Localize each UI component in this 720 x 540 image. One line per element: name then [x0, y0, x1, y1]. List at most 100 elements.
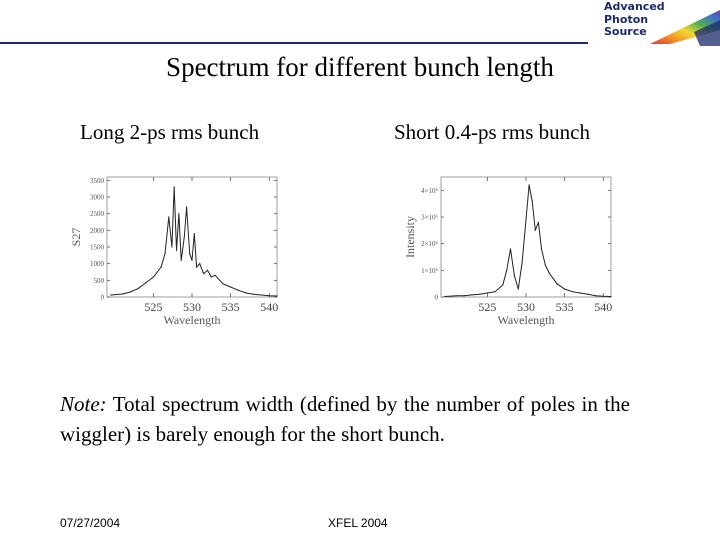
data-point — [185, 206, 188, 208]
data-point — [455, 295, 458, 297]
data-point — [202, 273, 205, 275]
data-point — [506, 269, 508, 271]
header-rule — [0, 42, 588, 44]
data-point — [160, 266, 162, 268]
data-point — [602, 295, 604, 297]
data-point — [164, 253, 166, 255]
y-tick-label: 1000 — [90, 260, 105, 268]
data-point — [544, 264, 546, 266]
slide-title: Spectrum for different bunch length — [166, 52, 554, 82]
y-tick-label: 3×10⁶ — [421, 214, 438, 222]
y-tick-label: 2500 — [90, 210, 105, 218]
plot-frame — [106, 176, 278, 298]
data-point — [110, 294, 112, 296]
logo-line-source: Source — [604, 25, 647, 38]
y-tick-label: 4×10⁶ — [421, 187, 438, 195]
data-point — [556, 283, 558, 285]
x-tick-label: 525 — [478, 300, 496, 314]
data-point — [471, 294, 473, 296]
data-point — [180, 259, 182, 261]
data-point — [610, 295, 612, 298]
data-point — [552, 277, 554, 279]
data-point — [199, 263, 201, 265]
data-point — [525, 219, 527, 221]
x-tick-label: 540 — [260, 300, 278, 314]
data-point — [193, 233, 195, 235]
data-point — [189, 253, 191, 255]
logo-line-advanced: Advanced — [604, 0, 665, 13]
data-point — [121, 293, 124, 295]
data-point — [594, 295, 597, 297]
y-tick-label: 0 — [101, 294, 105, 302]
data-point — [531, 200, 533, 202]
data-point — [509, 248, 512, 250]
x-axis-label: Wavelength — [497, 313, 554, 327]
x-tick-label: 530 — [183, 300, 201, 314]
subtitle-long-bunch: Long 2-ps rms bunch — [80, 120, 260, 144]
data-point — [571, 291, 573, 293]
y-tick-label: 3500 — [90, 177, 105, 185]
y-tick-label: 1×10⁶ — [421, 267, 438, 275]
data-point — [486, 292, 488, 294]
data-point — [152, 276, 154, 278]
data-point — [237, 289, 239, 291]
data-point — [253, 293, 255, 295]
plot-frame — [440, 176, 612, 298]
y-tick-label: 2000 — [90, 227, 105, 235]
data-point — [168, 216, 170, 218]
data-point — [222, 283, 224, 285]
y-tick-label: 0 — [435, 294, 439, 302]
data-point — [534, 229, 536, 231]
data-point — [564, 288, 566, 290]
x-tick-label: 540 — [594, 300, 612, 314]
y-tick-label: 1500 — [90, 244, 105, 252]
rainbow-swoosh-icon — [650, 10, 720, 46]
data-point — [260, 294, 263, 296]
data-point — [175, 249, 178, 251]
data-point — [463, 295, 465, 297]
data-point — [268, 295, 270, 297]
data-point — [276, 295, 278, 297]
short-bunch-spectrum-svg: 525 530 535 540 0 1×10⁶ 2×10⁶ 3×10⁶ 4×10⁶ Wavelen… — [403, 176, 612, 327]
y-axis-label: S27 — [69, 228, 83, 247]
data-point — [444, 295, 446, 298]
note-text: Total spectrum width (defined by the num… — [60, 392, 630, 446]
data-point — [245, 292, 247, 294]
data-point — [171, 246, 173, 248]
x-tick-label: 525 — [144, 300, 162, 314]
logo-line-photon: Photon — [604, 12, 649, 26]
long-bunch-spectrum-svg: 525 530 535 540 0 500 1000 1500 2000 2500 3000 3500… — [69, 176, 278, 327]
x-tick-label: 530 — [517, 300, 535, 314]
data-point — [494, 291, 496, 293]
data-point — [537, 221, 539, 223]
x-tick-label: 535 — [556, 300, 574, 314]
data-point — [230, 286, 232, 288]
data-point — [479, 293, 481, 295]
data-point — [145, 282, 147, 284]
data-point — [502, 284, 504, 286]
data-point — [210, 276, 212, 278]
note-lead: Note: — [60, 392, 107, 416]
data-point — [173, 186, 175, 188]
chart-long-bunch: 525 530 535 540 0 500 1000 1500 2000 2500 3000 3500… — [62, 165, 302, 340]
data-point — [129, 291, 131, 293]
chart-short-bunch: 525 530 535 540 0 1×10⁶ 2×10⁶ 3×10⁶ 4×10⁶ Wavelen… — [396, 165, 636, 340]
data-point — [548, 272, 550, 274]
aps-logo — [590, 0, 720, 46]
data-point — [517, 288, 519, 290]
spectrum-line — [444, 184, 612, 297]
data-point — [183, 236, 185, 238]
y-tick-label: 3000 — [90, 194, 105, 202]
y-tick-label: 2×10⁶ — [421, 240, 438, 248]
footer-date: 07/27/2004 — [60, 516, 121, 530]
data-point — [528, 184, 530, 186]
spectrum-line — [110, 186, 278, 297]
data-point — [178, 213, 180, 215]
data-point — [196, 266, 198, 268]
data-point — [579, 292, 581, 294]
data-point — [587, 293, 589, 295]
subtitle-short-bunch: Short 0.4-ps rms bunch — [394, 120, 590, 144]
data-point — [214, 274, 216, 276]
note-paragraph: Note: Total spectrum width (defined by t… — [60, 389, 630, 449]
data-point — [191, 259, 193, 261]
